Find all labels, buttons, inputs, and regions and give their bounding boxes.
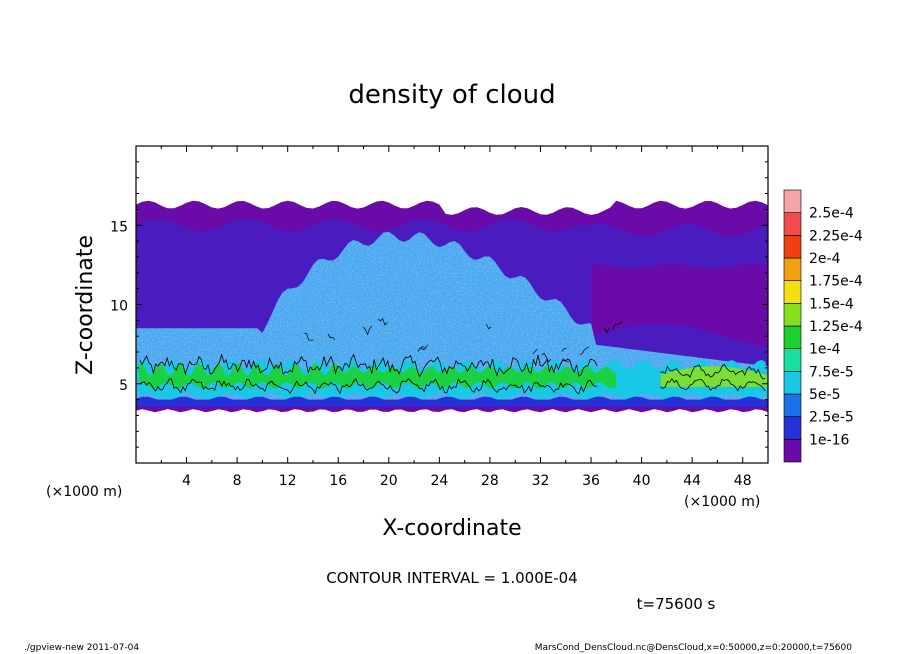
contour-fragment: [579, 346, 590, 356]
colorbar-swatch: [783, 303, 802, 327]
x-tick-label: 16: [329, 473, 347, 489]
colorbar-label: 1.75e-4: [809, 274, 863, 290]
contour-line: [139, 353, 598, 378]
x-tick-label: 12: [279, 473, 297, 489]
x-tick-label: 20: [380, 473, 398, 489]
contour-lines: [139, 317, 766, 395]
colorbar-label: 1.5e-4: [809, 296, 854, 312]
colorbar-label: 2.25e-4: [809, 228, 863, 244]
x-tick-label: 44: [683, 473, 701, 489]
contour-line: [660, 377, 766, 392]
x-tick-label: 28: [481, 473, 499, 489]
contour-fragment: [420, 344, 428, 350]
contour-fragment: [304, 332, 314, 341]
contour-fragment: [559, 359, 569, 366]
contour-fragment: [603, 327, 610, 334]
contour-fragment: [362, 325, 373, 336]
x-tick-label: 32: [532, 473, 550, 489]
cloud-base-layer: [136, 396, 768, 407]
contour-fragment: [561, 347, 567, 352]
colorbar-swatch: [783, 348, 802, 372]
colorbar-label: 5e-5: [809, 387, 840, 403]
contour-line: [660, 363, 766, 380]
cloud-east-pocket: [591, 264, 768, 348]
x-axis: 4 8 12 16 20 24 28 32 36 40 44 48: [160, 146, 752, 489]
contour-fragment: [541, 352, 552, 363]
dense-cloud-band-peak: [138, 363, 617, 389]
colorbar-swatch: [783, 325, 802, 349]
contour-line: [139, 377, 598, 395]
colorbar-swatch: [783, 280, 802, 304]
footer-left: ./gpview-new 2011-07-04: [24, 643, 139, 653]
x-tick-label: 48: [734, 473, 752, 489]
colorbar-label: 1.25e-4: [809, 319, 863, 335]
footer-right: MarsCond_DensCloud.nc@DensCloud,x=0:5000…: [535, 643, 852, 653]
y-axis: 5 10 15: [110, 161, 768, 448]
y-unit-label: (×1000 m): [46, 484, 122, 500]
x-tick-label: 36: [582, 473, 600, 489]
x-tick-label: 4: [182, 473, 191, 489]
contour-interval-label: CONTOUR INTERVAL = 1.000E-04: [326, 569, 577, 587]
contour-fragment: [377, 317, 388, 326]
colorbar-label: 1e-4: [809, 342, 841, 358]
time-label: t=75600 s: [637, 595, 716, 613]
x-axis-label: X-coordinate: [382, 516, 521, 541]
contour-fragment: [417, 347, 425, 352]
contour-fragment: [612, 321, 623, 330]
x-tick-label: 24: [430, 473, 448, 489]
contour-fragment: [327, 333, 336, 340]
colorbar-swatch: [783, 371, 802, 395]
colorbar-swatch: [783, 439, 802, 463]
colorbar-label: 2e-4: [809, 251, 841, 267]
colorbar: 1e-16 2.5e-5 5e-5 7.5e-5 1e-4 1.25e-4 1.5e-4 1.…: [783, 189, 863, 463]
colorbar-swatch: [783, 189, 802, 213]
x-tick-label: 8: [233, 473, 242, 489]
y-axis-label: Z-coordinate: [73, 235, 98, 375]
contour-fragment: [532, 348, 538, 355]
colorbar-label: 7.5e-5: [809, 364, 854, 380]
x-tick-label: 40: [633, 473, 651, 489]
y-tick-label: 15: [110, 219, 128, 235]
colorbar-label: 1e-16: [809, 432, 849, 448]
contour-fragment: [486, 323, 492, 330]
plot-area: [136, 200, 768, 413]
colorbar-swatch: [783, 393, 802, 417]
colorbar-label: 2.5e-4: [809, 206, 854, 222]
chart-title: density of cloud: [348, 80, 555, 110]
y-tick-label: 10: [110, 299, 128, 315]
colorbar-swatch: [783, 235, 802, 259]
colorbar-label: 2.5e-5: [809, 410, 854, 426]
y-tick-label: 5: [119, 378, 128, 394]
colorbar-swatch: [783, 416, 802, 440]
colorbar-swatch: [783, 212, 802, 236]
colorbar-swatch: [783, 257, 802, 281]
x-unit-label: (×1000 m): [684, 494, 760, 510]
